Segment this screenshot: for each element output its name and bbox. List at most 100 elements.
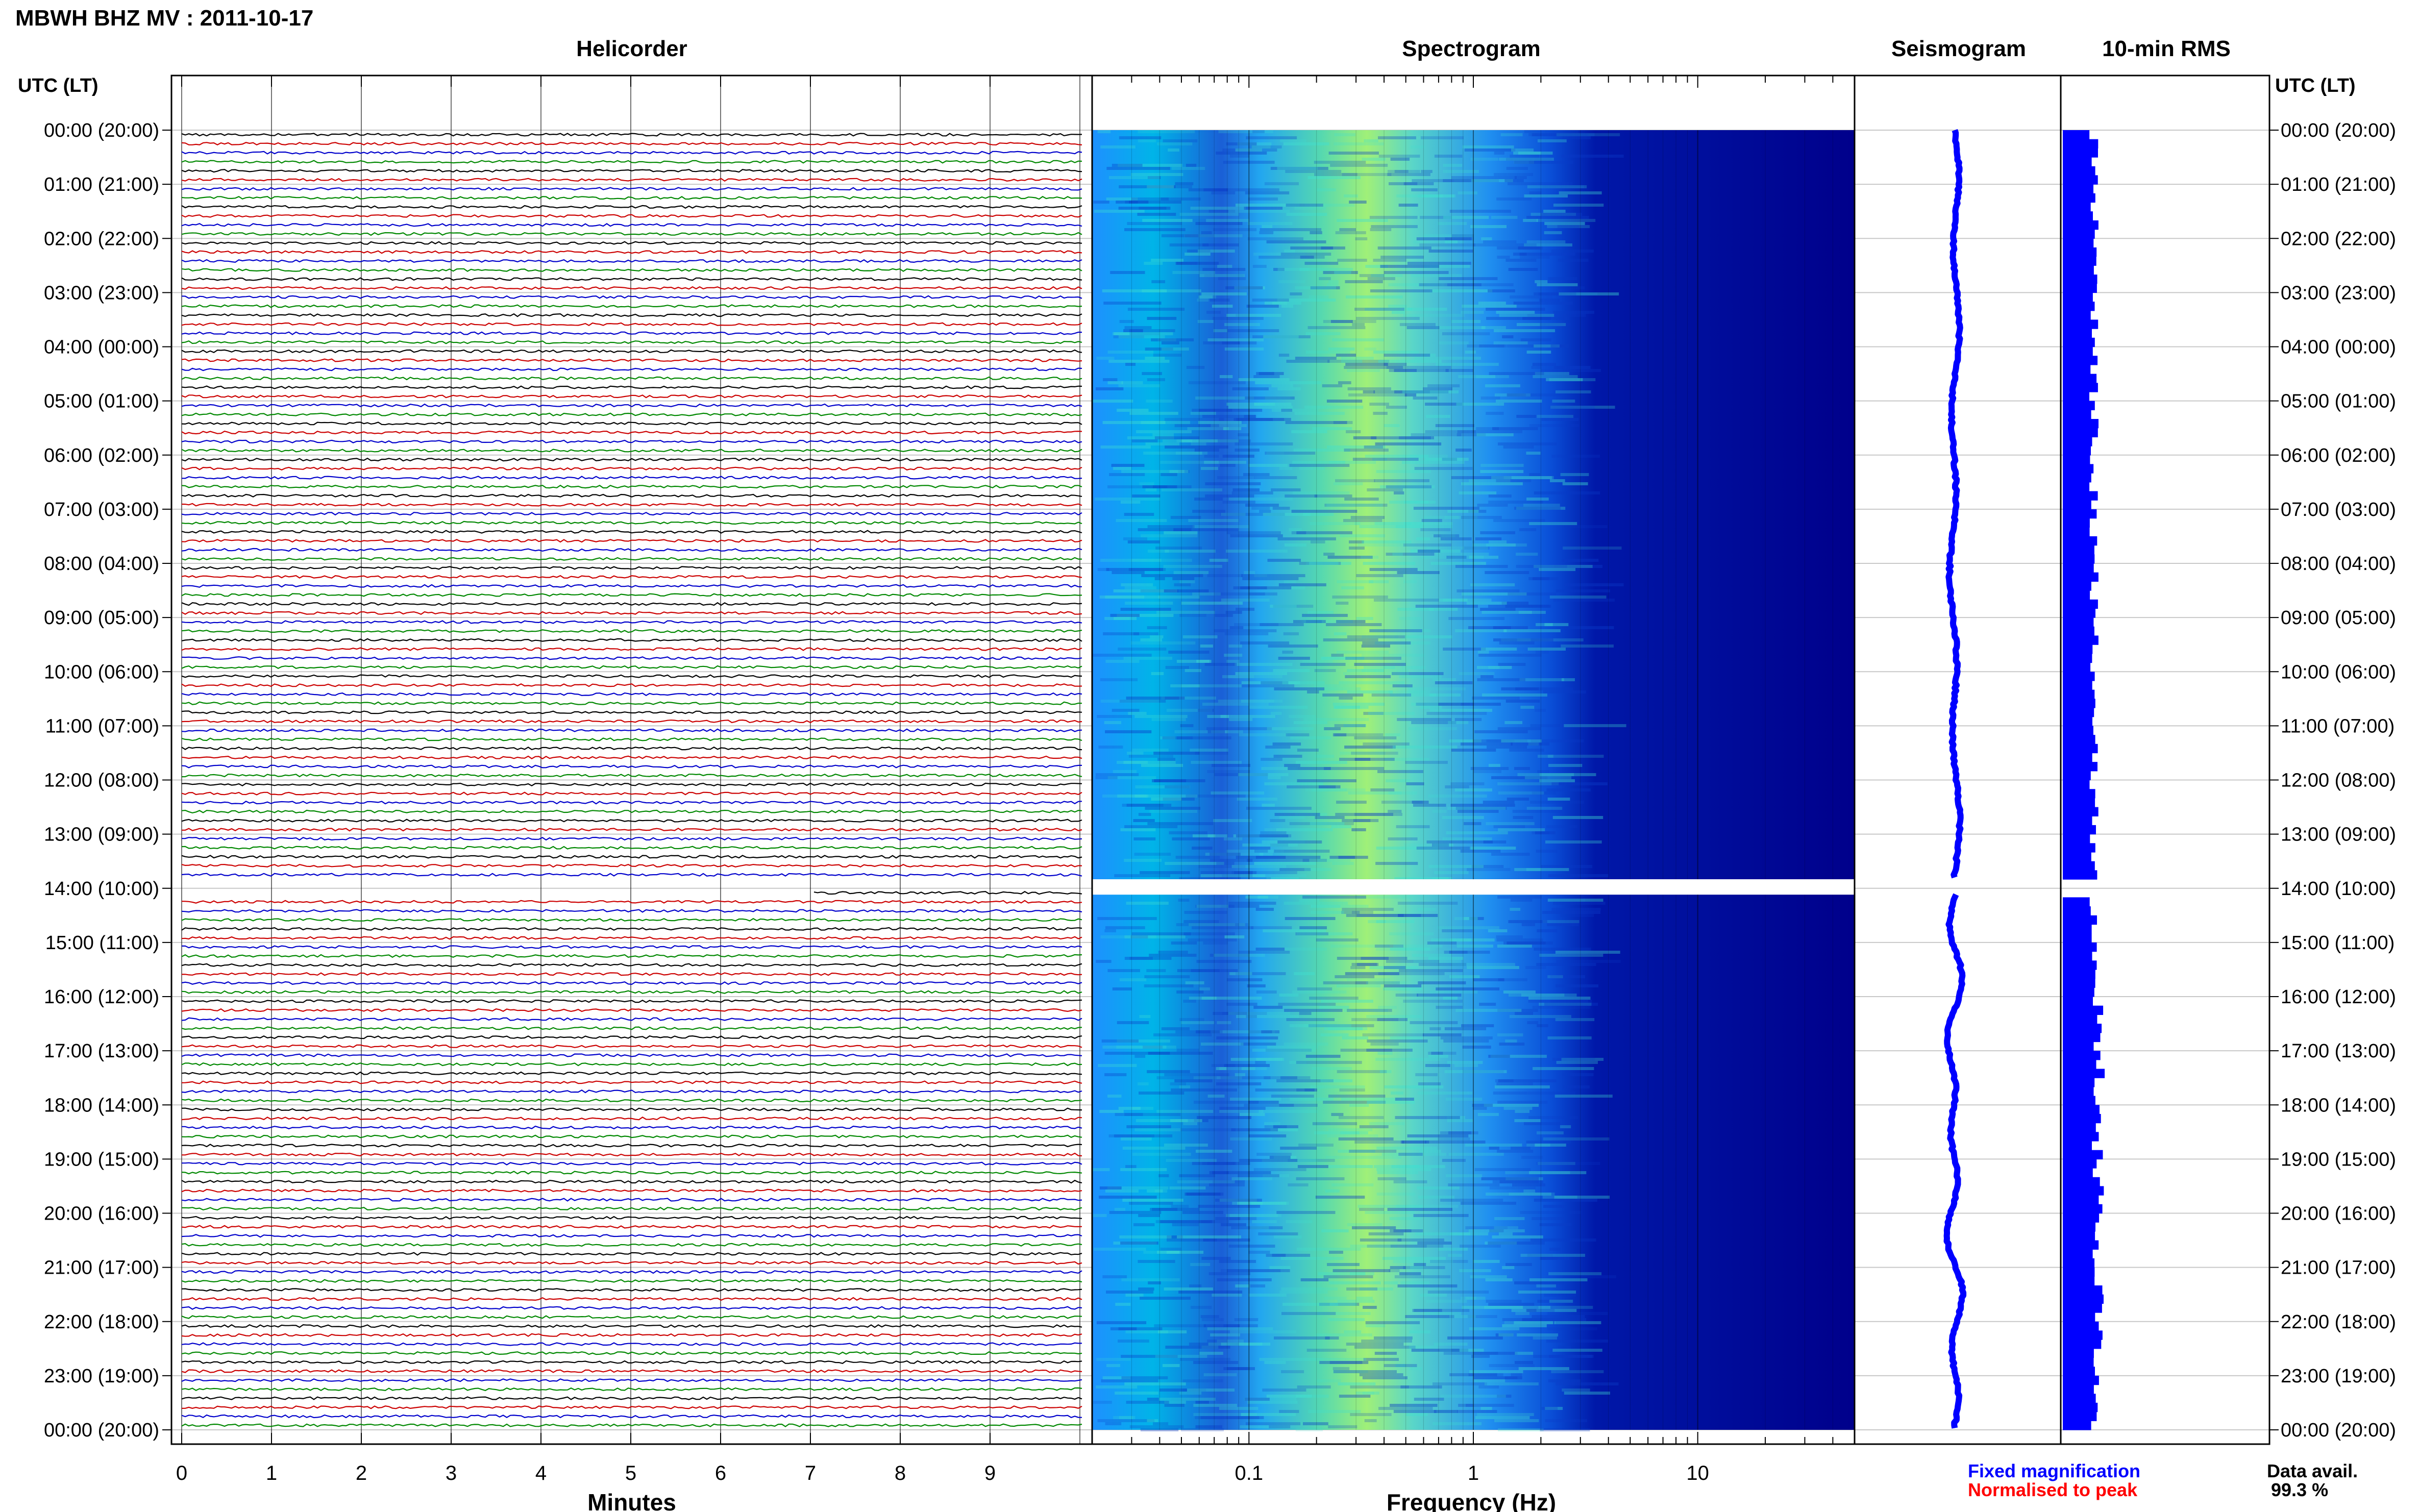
minutes-tick-label: 6 [715,1462,726,1484]
rms-bar [2063,572,2099,582]
time-label-left: 12:00 (08:00) [44,770,159,791]
helicorder-trace [181,801,1082,805]
rms-bar [2063,527,2090,537]
helicorder-trace [181,1252,1082,1256]
rms-bar [2063,500,2091,510]
helicorder-trace [181,1243,1082,1247]
rms-bar [2063,861,2095,871]
rms-bar [2063,1330,2103,1340]
helicorder-trace [181,1324,1082,1328]
time-label-right: 12:00 (08:00) [2281,770,2396,791]
helicorder-trace [181,575,1082,579]
helicorder-trace [181,232,1082,236]
rms-bar [2063,1195,2099,1205]
rms-bar [2063,798,2095,808]
rms-bar [2063,166,2095,176]
time-label-left: 04:00 (00:00) [44,337,159,358]
time-label-right: 13:00 (09:00) [2281,824,2396,846]
data-gap-band [1092,879,1855,895]
time-label-left: 15:00 (11:00) [45,932,159,954]
seismogram-panel [1943,129,1967,1429]
time-label-right: 01:00 (21:00) [2281,174,2396,195]
time-label-right: 00:00 (20:00) [2281,120,2396,141]
helicorder-trace [181,313,1082,317]
helicorder-trace [181,1206,1082,1211]
rms-bar [2063,229,2095,239]
rms-bar [2063,374,2097,383]
rms-bar [2063,590,2090,600]
rms-bar [2063,834,2090,844]
rms-bar [2063,870,2097,880]
rms-bar [2063,825,2096,835]
rms-bar [2063,419,2099,429]
rms-bar [2063,1231,2095,1241]
time-label-right: 15:00 (11:00) [2281,932,2395,954]
helicorder-trace [181,1098,1082,1103]
helicorder-trace [181,133,1082,137]
helicorder-trace [181,1270,1082,1274]
seismogram-trace [1945,129,1964,879]
rms-bar [2063,1402,2098,1412]
helicorder-trace [181,764,1082,769]
minutes-tick-label: 2 [356,1462,367,1484]
helicorder-trace [181,584,1082,588]
minutes-tick-label: 1 [266,1462,277,1484]
time-label-right: 03:00 (23:00) [2281,282,2396,304]
rms-bar [2063,708,2094,717]
time-label-left: 02:00 (22:00) [44,228,159,250]
helicorder-trace [181,1288,1082,1292]
rms-bar [2063,509,2097,519]
rms-bar [2063,329,2092,338]
rms-bar [2063,662,2091,672]
helicorder-trace [181,791,1082,796]
helicorder-trace [181,1144,1082,1148]
helicorder-trace [181,439,1082,443]
time-label-left: 03:00 (23:00) [44,282,159,304]
rms-bar [2063,1285,2103,1295]
helicorder-trace [181,376,1082,381]
rms-bar [2063,1258,2095,1268]
legend-normalised-to-peak: Normalised to peak [1968,1479,2138,1500]
rms-bar [2063,157,2092,167]
helicorder-trace [181,1423,1082,1427]
helicorder-trace [181,909,1082,913]
helicorder-trace [181,981,1082,985]
helicorder-trace [181,701,1082,705]
rms-bar [2063,1276,2095,1286]
rms-bar [2063,680,2092,690]
rms-bar [2063,256,2096,266]
rms-bar [2063,1367,2095,1376]
helicorder-trace [181,1107,1082,1111]
time-label-right: 00:00 (20:00) [2281,1420,2396,1441]
helicorder-trace [181,1080,1082,1084]
rms-bar [2063,771,2091,781]
rms-bar [2063,1204,2103,1214]
helicorder-trace [181,611,1082,615]
rms-bar [2063,220,2099,230]
time-label-right: 23:00 (19:00) [2281,1366,2396,1387]
panel-title-seismogram: Seismogram [1891,36,2026,61]
helicorder-trace [181,954,1082,958]
helicorder-trace [181,1261,1082,1265]
rms-bar [2063,626,2094,636]
helicorder-trace [181,900,1082,904]
helicorder-trace [181,620,1082,624]
helicorder-trace [181,1342,1082,1346]
rms-bar [2063,1267,2095,1277]
rms-bar [2063,310,2091,320]
helicorder-trace [182,1125,1082,1130]
rms-bar [2063,1132,2099,1142]
time-label-right: 18:00 (14:00) [2281,1095,2396,1116]
helicorder-trace [181,358,1082,362]
rms-bar [2063,608,2095,618]
time-label-right: 08:00 (04:00) [2281,553,2396,575]
helicorder-trace [181,782,1082,786]
helicorder-trace [181,403,1082,408]
rms-bar [2063,1348,2094,1358]
rms-bar [2063,807,2099,816]
minutes-tick-label: 0 [176,1462,187,1484]
axis-header-right: UTC (LT) [2275,75,2356,96]
rms-bar [2063,1240,2099,1250]
helicorder-trace [181,1026,1082,1030]
time-label-right: 07:00 (03:00) [2281,499,2396,520]
